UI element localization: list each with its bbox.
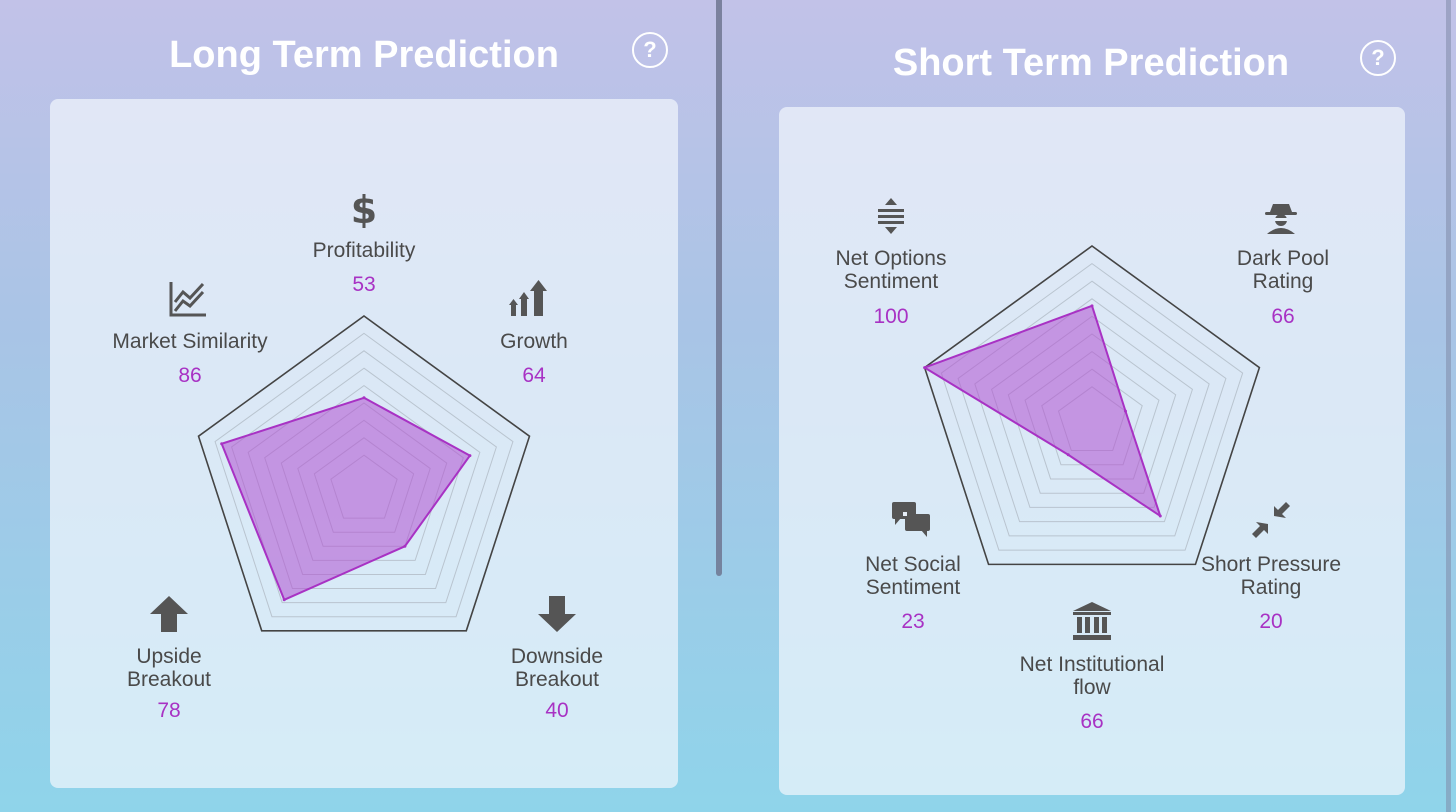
arrow-down-icon bbox=[538, 596, 576, 637]
long-data-point bbox=[362, 396, 366, 400]
axis-label-dark-pool-rating: Dark Pool Rating bbox=[1236, 247, 1330, 293]
axis-value-downside-breakout: 40 bbox=[545, 699, 569, 722]
line-chart-icon bbox=[168, 280, 208, 323]
axis-label-net-social-sentiment: Net Social Sentiment bbox=[865, 553, 961, 599]
arrow-up-icon bbox=[150, 596, 188, 637]
grid-outer-ring bbox=[197, 315, 531, 632]
bank-icon bbox=[1073, 602, 1111, 645]
short-term-title: Short Term Prediction bbox=[892, 42, 1290, 84]
axis-label-net-institutional-flow: Net Institutional flow bbox=[1019, 653, 1165, 699]
short-data-point bbox=[1066, 453, 1070, 457]
axis-label-growth: Growth bbox=[500, 330, 568, 353]
short-term-panel: Short Term Prediction ? Net Options Sent… bbox=[725, 0, 1456, 812]
compress-arrows-icon bbox=[1252, 502, 1290, 543]
long-data-polygon bbox=[220, 396, 471, 601]
axis-label-upside-breakout: Upside Breakout bbox=[126, 645, 212, 691]
panel-divider bbox=[716, 0, 722, 576]
axis-label-net-options-sentiment: Net Options Sentiment bbox=[835, 247, 947, 293]
axis-value-dark-pool-rating: 66 bbox=[1271, 305, 1295, 328]
long-data-point bbox=[403, 544, 407, 548]
short-data-point bbox=[1090, 304, 1094, 308]
long-term-panel: Long Term Prediction ? $ Profitability 5… bbox=[0, 0, 718, 812]
axis-value-net-social-sentiment: 23 bbox=[901, 610, 925, 633]
axis-value-net-institutional-flow: 66 bbox=[1080, 710, 1104, 733]
scroll-edge bbox=[1446, 0, 1451, 812]
spy-icon bbox=[1265, 202, 1297, 239]
axis-label-market-similarity: Market Similarity bbox=[112, 330, 268, 353]
short-term-help-button[interactable]: ? bbox=[1360, 40, 1396, 76]
long-term-radar-chart bbox=[197, 315, 531, 632]
growth-arrows-icon bbox=[509, 280, 549, 323]
dollar-icon: $ bbox=[349, 188, 379, 233]
short-data-point bbox=[1158, 514, 1162, 518]
axis-value-market-similarity: 86 bbox=[178, 364, 202, 387]
axis-value-upside-breakout: 78 bbox=[157, 699, 181, 722]
axis-label-downside-breakout: Downside Breakout bbox=[510, 645, 604, 691]
short-term-radar-chart bbox=[923, 245, 1261, 566]
long-term-title: Long Term Prediction bbox=[169, 34, 559, 76]
axis-label-short-pressure-rating: Short Pressure Rating bbox=[1200, 553, 1342, 599]
grid-ring bbox=[214, 332, 514, 618]
chat-bubbles-icon bbox=[892, 502, 930, 543]
grid-outer-ring bbox=[923, 245, 1261, 566]
axis-value-profitability: 53 bbox=[352, 273, 376, 296]
short-data-point bbox=[923, 366, 927, 370]
sort-arrows-icon bbox=[877, 198, 905, 239]
svg-text:$: $ bbox=[351, 190, 377, 228]
grid-ring bbox=[231, 350, 497, 604]
axis-value-growth: 64 bbox=[522, 364, 546, 387]
long-data-point bbox=[468, 454, 472, 458]
axis-value-short-pressure-rating: 20 bbox=[1259, 610, 1283, 633]
short-data-point bbox=[1123, 409, 1127, 413]
long-term-help-button[interactable]: ? bbox=[632, 32, 668, 68]
long-data-point bbox=[220, 442, 224, 446]
short-data-polygon bbox=[923, 304, 1162, 517]
long-data-point bbox=[282, 598, 286, 602]
axis-label-profitability: Profitability bbox=[312, 239, 416, 262]
axis-value-net-options-sentiment: 100 bbox=[873, 305, 909, 328]
